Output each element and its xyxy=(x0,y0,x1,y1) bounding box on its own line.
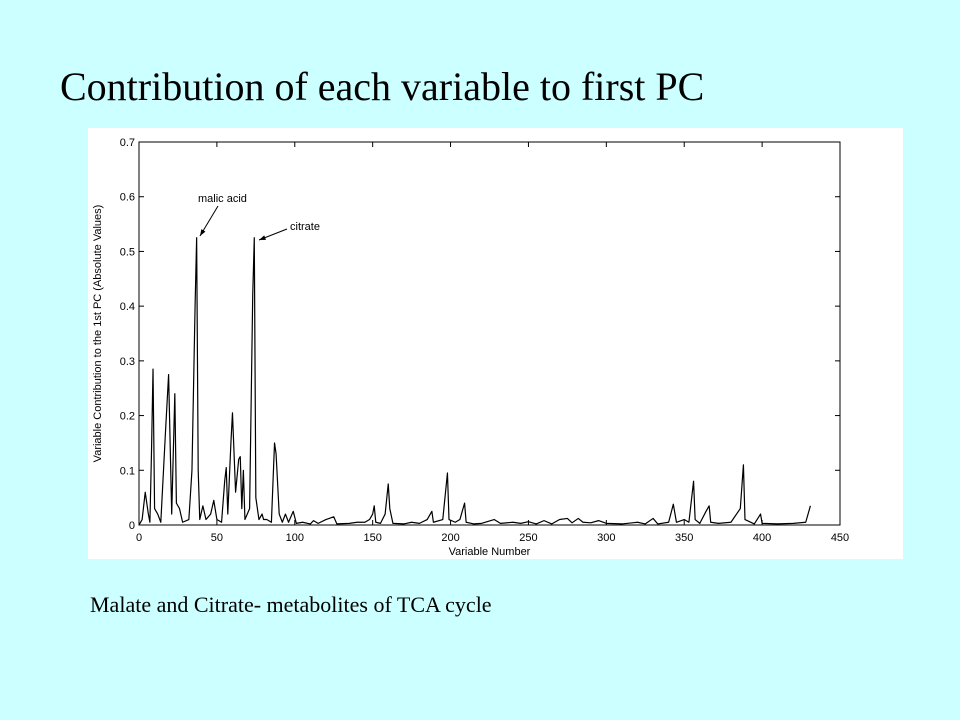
x-tick-label: 0 xyxy=(136,532,142,544)
x-tick-label: 100 xyxy=(286,532,304,544)
x-tick-label: 200 xyxy=(441,532,459,544)
x-tick-label: 400 xyxy=(753,532,771,544)
x-tick-label: 50 xyxy=(211,532,223,544)
plot-frame xyxy=(138,141,841,526)
annotation: citrate xyxy=(290,221,320,233)
data-line xyxy=(138,237,811,526)
y-tick-label: 0 xyxy=(129,520,135,532)
x-tick-label: 250 xyxy=(519,532,537,544)
y-tick-label: 0.7 xyxy=(120,137,135,149)
x-axis-label: Variable Number xyxy=(449,546,531,558)
x-tick-label: 350 xyxy=(675,532,693,544)
y-tick-label: 0.3 xyxy=(120,356,135,368)
y-tick-label: 0.6 xyxy=(120,192,135,204)
y-tick-label: 0.2 xyxy=(120,411,135,423)
annotation: malic acid xyxy=(198,193,247,205)
y-tick-label: 0.5 xyxy=(120,246,135,258)
arrow-head xyxy=(200,229,206,236)
caption: Malate and Citrate- metabolites of TCA c… xyxy=(90,592,492,617)
slide-title: Contribution of each variable to first P… xyxy=(60,64,704,109)
y-tick-label: 0.1 xyxy=(120,465,135,477)
x-tick-label: 300 xyxy=(597,532,615,544)
x-tick-label: 150 xyxy=(363,532,381,544)
y-axis-label: Variable Contribution to the 1st PC (Abs… xyxy=(92,205,104,463)
arrow-head xyxy=(259,235,266,240)
x-tick-label: 450 xyxy=(831,532,849,544)
y-tick-label: 0.4 xyxy=(120,301,135,313)
